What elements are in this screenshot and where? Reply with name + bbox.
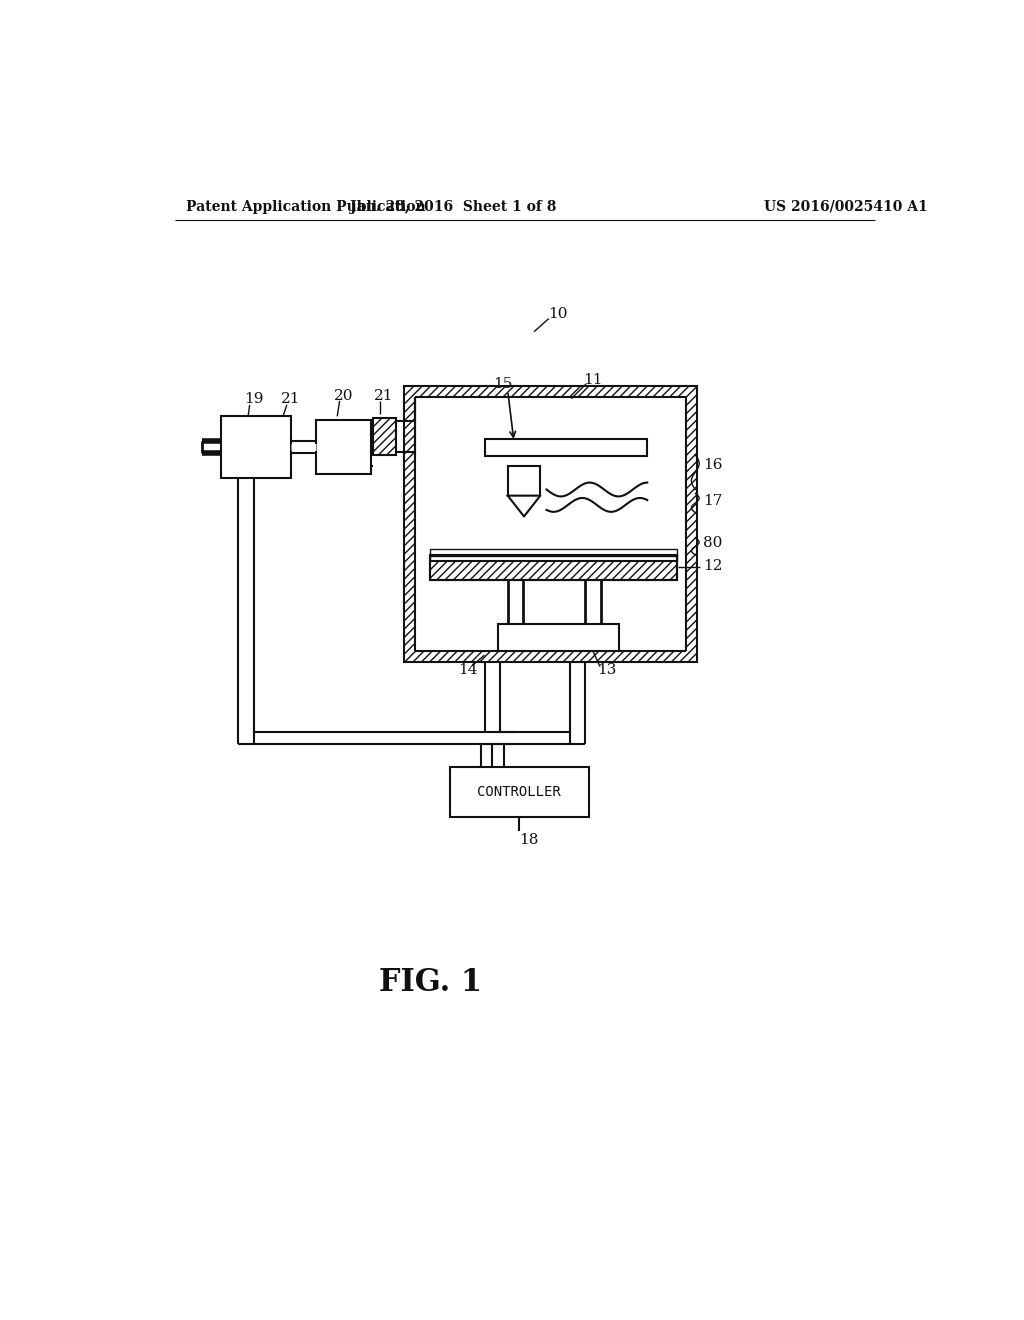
Text: 14: 14 bbox=[458, 664, 477, 677]
Bar bbox=[430, 549, 677, 557]
Text: 19: 19 bbox=[245, 392, 264, 407]
Text: 21: 21 bbox=[281, 392, 300, 407]
Bar bbox=[499, 624, 618, 651]
Text: Jan. 28, 2016  Sheet 1 of 8: Jan. 28, 2016 Sheet 1 of 8 bbox=[350, 199, 557, 214]
Bar bbox=[403, 387, 697, 663]
Text: 16: 16 bbox=[703, 458, 723, 471]
Text: 10: 10 bbox=[549, 308, 568, 321]
Text: 80: 80 bbox=[703, 536, 722, 550]
Text: 18: 18 bbox=[519, 833, 539, 847]
Bar bbox=[430, 554, 677, 561]
Bar bbox=[373, 418, 396, 455]
Text: 21: 21 bbox=[374, 388, 393, 403]
Text: 15: 15 bbox=[494, 378, 513, 391]
Text: US 2016/0025410 A1: US 2016/0025410 A1 bbox=[764, 199, 928, 214]
Text: 17: 17 bbox=[703, 494, 722, 508]
Text: 13: 13 bbox=[597, 664, 616, 677]
Bar bbox=[430, 554, 677, 579]
Bar bbox=[430, 561, 677, 579]
Text: FIG. 1: FIG. 1 bbox=[379, 966, 481, 998]
Bar bbox=[316, 420, 371, 474]
Text: Patent Application Publication: Patent Application Publication bbox=[186, 199, 426, 214]
Text: 20: 20 bbox=[334, 388, 353, 403]
Bar bbox=[450, 767, 589, 817]
Bar bbox=[484, 440, 647, 457]
Bar bbox=[415, 397, 686, 651]
Text: 11: 11 bbox=[584, 374, 603, 387]
Polygon shape bbox=[508, 496, 541, 516]
Bar bbox=[221, 416, 291, 478]
Bar bbox=[508, 466, 541, 496]
Text: 12: 12 bbox=[703, 560, 723, 573]
Text: CONTROLLER: CONTROLLER bbox=[477, 784, 561, 799]
